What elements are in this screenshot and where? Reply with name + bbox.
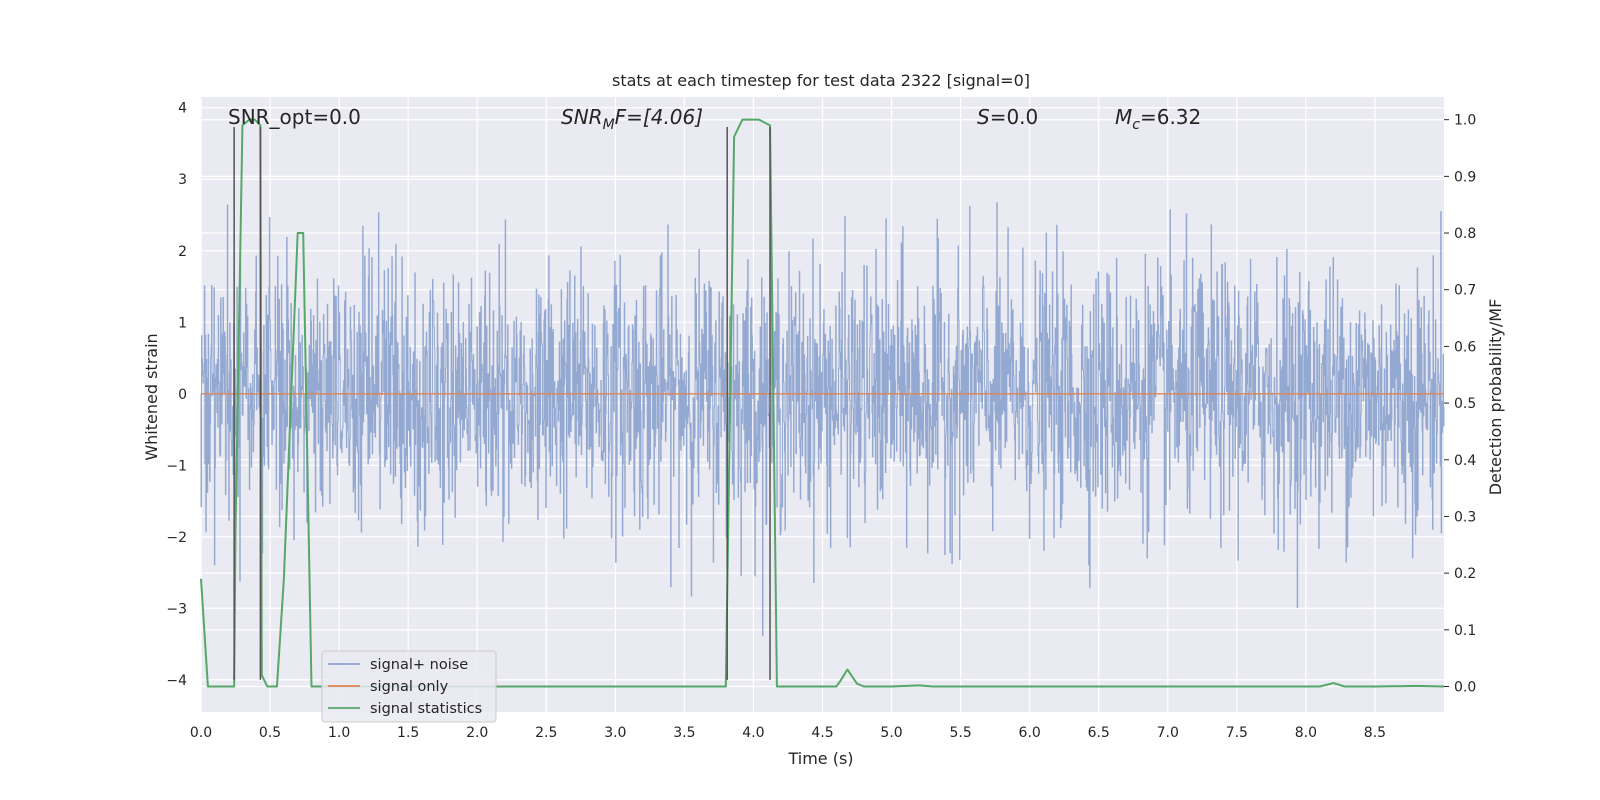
right-y-tick-label: 0.0: [1454, 679, 1476, 695]
snr-mf-subscript: M: [603, 117, 615, 133]
right-y-tick-label: 1.0: [1454, 113, 1476, 129]
right-y-tick-label: 0.9: [1454, 169, 1476, 185]
right-y-tick-label: 0.4: [1454, 453, 1476, 469]
x-tick-label: 3.0: [604, 725, 626, 741]
left-y-tick-label: −3: [166, 601, 187, 617]
s-annotation: S=0.0: [977, 105, 1038, 129]
x-tick-label: 1.0: [328, 725, 350, 741]
legend-label-statistics: signal statistics: [370, 701, 482, 717]
right-y-tick-label: 0.3: [1454, 509, 1476, 525]
snr-mf-rest: F=[4.06]: [615, 105, 703, 129]
x-tick-label: 6.0: [1019, 725, 1041, 741]
left-y-tick-label: 1: [178, 315, 187, 331]
left-y-tick-label: 4: [178, 101, 187, 117]
right-y-axis-label: Detection probability/MF: [1486, 299, 1505, 496]
x-tick-label: 2.5: [535, 725, 557, 741]
noise-series: [200, 202, 1445, 637]
right-y-axis: 1.0 0.9 0.8 0.7 0.6 0.5 0.4 0.3 0.2 0.1 0.0: [1444, 113, 1476, 695]
right-y-tick-label: 0.2: [1454, 566, 1476, 582]
left-y-tick-label: −4: [166, 673, 187, 689]
chart-title: stats at each timestep for test data 232…: [612, 71, 1030, 90]
x-tick-label: 7.5: [1226, 725, 1248, 741]
detection-markers: [233, 127, 771, 680]
s-symbol: S: [977, 105, 990, 129]
s-value: =0.0: [990, 105, 1039, 129]
snr-mf-annotation: SNRMF=[4.06]: [561, 105, 703, 133]
x-tick-label: 0.5: [259, 725, 281, 741]
x-tick-label: 6.5: [1088, 725, 1110, 741]
mc-annotation: Mc=6.32: [1115, 105, 1201, 133]
left-y-tick-label: 3: [178, 172, 187, 188]
left-y-axis-label: Whitened strain: [142, 333, 161, 460]
snr-opt-annotation: SNR_opt=0.0: [228, 105, 361, 129]
x-tick-label: 4.5: [811, 725, 833, 741]
right-y-tick-label: 0.6: [1454, 339, 1476, 355]
left-y-tick-label: 2: [178, 244, 187, 260]
x-axis: 0.0 0.5 1.0 1.5 2.0 2.5 3.0 3.5 4.0 4.5 5.0 5.5 6.0 6…: [190, 725, 1386, 741]
noise-line: [200, 202, 1445, 637]
legend-label-noise: signal+ noise: [370, 657, 468, 673]
x-tick-label: 7.0: [1157, 725, 1179, 741]
x-tick-label: 3.5: [673, 725, 695, 741]
left-y-tick-label: −2: [166, 530, 187, 546]
x-tick-label: 5.5: [949, 725, 971, 741]
left-y-tick-label: −1: [166, 458, 187, 474]
left-y-axis: 4 3 2 1 0 −1 −2 −3 −4: [166, 101, 187, 689]
mc-symbol: M: [1115, 105, 1132, 129]
mc-value: =6.32: [1140, 105, 1201, 129]
left-y-tick-label: 0: [178, 387, 187, 403]
x-tick-label: 8.5: [1364, 725, 1386, 741]
mc-subscript: c: [1132, 117, 1140, 133]
x-tick-label: 5.0: [880, 725, 902, 741]
x-tick-label: 1.5: [397, 725, 419, 741]
statistics-line: [200, 118, 1445, 688]
legend-box: [321, 650, 497, 723]
right-y-tick-label: 0.7: [1454, 283, 1476, 299]
snr-mf-symbol: SNR: [561, 105, 603, 129]
right-y-tick-label: 0.1: [1454, 623, 1476, 639]
statistics-series: [200, 118, 1445, 688]
x-tick-label: 2.0: [466, 725, 488, 741]
right-y-tick-label: 0.5: [1454, 396, 1476, 412]
x-axis-label: Time (s): [787, 749, 853, 768]
x-tick-label: 4.0: [742, 725, 764, 741]
legend-label-signal-only: signal only: [370, 679, 449, 695]
x-tick-label: 0.0: [190, 725, 212, 741]
right-y-tick-label: 0.8: [1454, 226, 1476, 242]
x-tick-label: 8.0: [1295, 725, 1317, 741]
legend: signal+ noise signal only signal statist…: [321, 650, 497, 723]
